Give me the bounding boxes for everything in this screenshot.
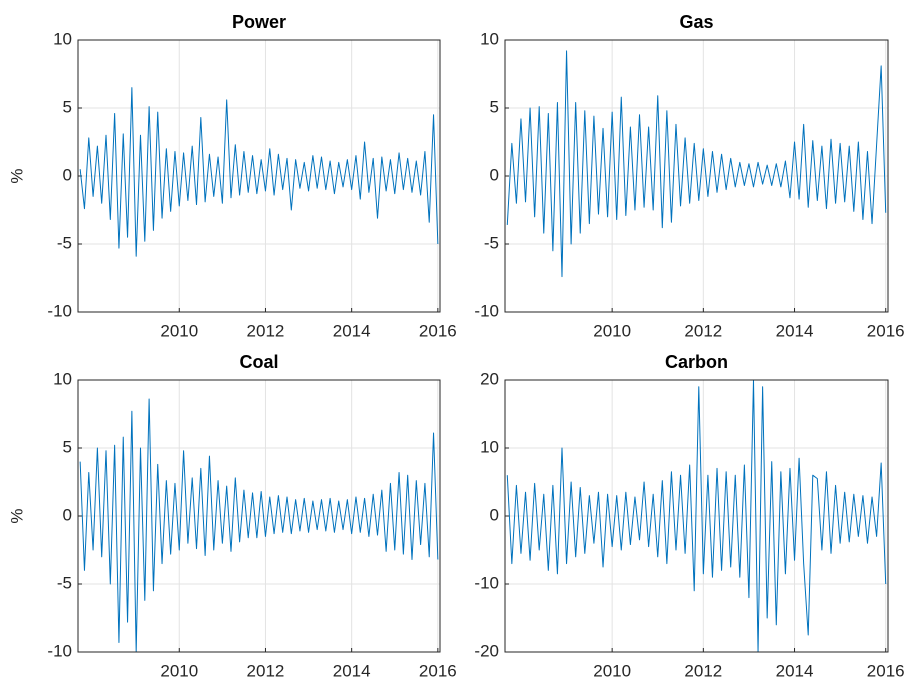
data-line — [79, 87, 439, 257]
y-tick-label: 0 — [490, 505, 499, 524]
series-group — [506, 380, 887, 652]
data-line — [506, 50, 887, 278]
y-tick-label: 0 — [63, 165, 72, 184]
y-tick-label: -5 — [57, 233, 72, 252]
subplot: -10 -5 0 5 10 2010 2012 2014 2016 Gas — [474, 12, 904, 341]
series-group — [506, 50, 887, 278]
subplot-title: Coal — [239, 352, 278, 372]
y-tick-label: 0 — [63, 505, 72, 524]
x-tick-label: 2012 — [247, 661, 285, 680]
y-tick-label: -20 — [474, 641, 499, 660]
x-tick-label: 2012 — [247, 321, 285, 340]
subplot-title: Carbon — [665, 352, 728, 372]
series-group — [79, 398, 439, 652]
x-tick-label: 2016 — [419, 661, 457, 680]
axes-box — [77, 39, 441, 313]
y-tick-label: -10 — [474, 573, 499, 592]
subplot-title: Gas — [679, 12, 713, 32]
y-axis-label: % — [7, 168, 26, 183]
y-tick-label: -10 — [47, 641, 72, 660]
x-tick-label: 2016 — [419, 321, 457, 340]
subplot-title: Power — [232, 12, 286, 32]
y-tick-label: 5 — [63, 97, 72, 116]
data-line — [506, 380, 887, 652]
y-tick-label: -5 — [484, 233, 499, 252]
y-tick-label: -10 — [474, 301, 499, 320]
data-line — [79, 398, 439, 652]
y-tick-label: 20 — [480, 369, 499, 388]
subplot: -20 -10 0 10 20 2010 2012 2014 2016 Carbon — [474, 352, 904, 681]
axes-box — [504, 379, 889, 653]
x-tick-label: 2010 — [593, 321, 631, 340]
y-tick-label: 0 — [490, 165, 499, 184]
x-tick-label: 2010 — [593, 661, 631, 680]
x-tick-label: 2014 — [776, 661, 814, 680]
y-tick-label: 10 — [480, 29, 499, 48]
x-tick-label: 2010 — [160, 661, 198, 680]
y-tick-label: 10 — [480, 437, 499, 456]
subplot: -10 -5 0 5 10 2010 2012 2014 2016 Coal% — [7, 352, 456, 681]
x-tick-label: 2014 — [333, 661, 371, 680]
x-tick-label: 2014 — [333, 321, 371, 340]
y-tick-label: -5 — [57, 573, 72, 592]
y-tick-label: -10 — [47, 301, 72, 320]
subplot: -10 -5 0 5 10 2010 2012 2014 2016 Power% — [7, 12, 456, 341]
y-tick-label: 5 — [63, 437, 72, 456]
axes-box — [77, 379, 441, 653]
series-group — [79, 87, 439, 257]
y-tick-label: 10 — [53, 369, 72, 388]
x-tick-label: 2010 — [160, 321, 198, 340]
x-tick-label: 2014 — [776, 321, 814, 340]
x-tick-label: 2012 — [684, 321, 722, 340]
y-tick-label: 10 — [53, 29, 72, 48]
y-axis-label: % — [7, 508, 26, 523]
y-tick-label: 5 — [490, 97, 499, 116]
x-tick-label: 2012 — [684, 661, 722, 680]
axes-box — [504, 39, 889, 313]
x-tick-label: 2016 — [867, 321, 905, 340]
x-tick-label: 2016 — [867, 661, 905, 680]
